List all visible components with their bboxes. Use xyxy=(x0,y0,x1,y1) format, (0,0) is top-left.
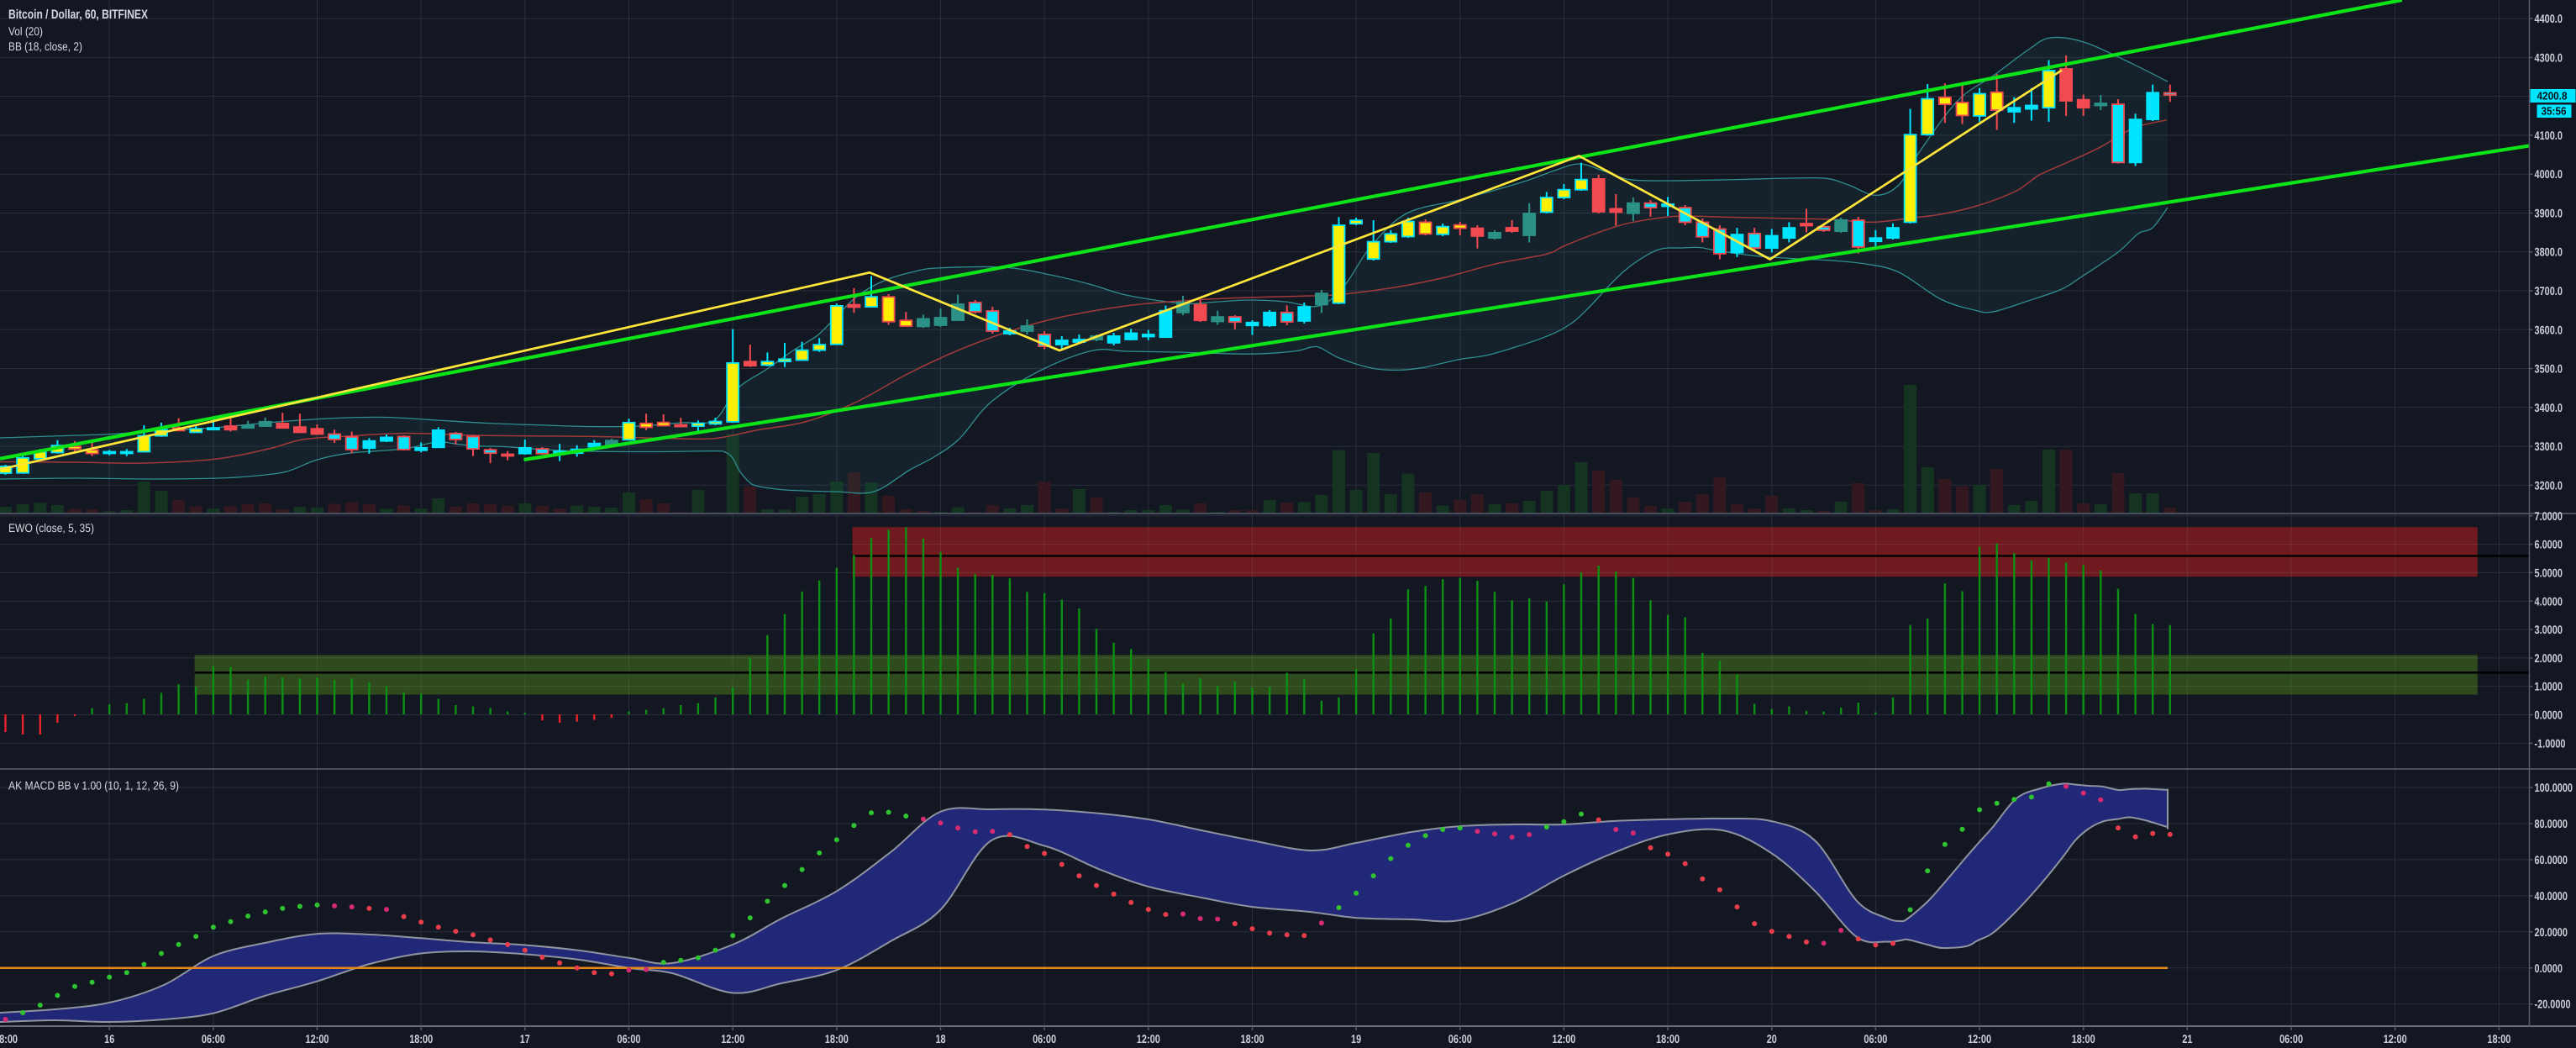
svg-text:4000.0: 4000.0 xyxy=(2535,167,2563,181)
svg-text:3800.0: 3800.0 xyxy=(2535,245,2563,259)
svg-text:06:00: 06:00 xyxy=(1864,1032,1887,1045)
svg-text:2.0000: 2.0000 xyxy=(2535,651,2563,665)
svg-text:17: 17 xyxy=(520,1032,530,1045)
svg-text:20.0000: 20.0000 xyxy=(2535,925,2568,939)
svg-text:12:00: 12:00 xyxy=(306,1032,329,1045)
svg-text:18:00: 18:00 xyxy=(409,1032,433,1045)
svg-text:-1.0000: -1.0000 xyxy=(2535,736,2566,750)
svg-text:100.0000: 100.0000 xyxy=(2535,781,2573,794)
svg-text:18:00: 18:00 xyxy=(0,1032,18,1045)
svg-text:06:00: 06:00 xyxy=(1033,1032,1056,1045)
svg-text:4200.8: 4200.8 xyxy=(2537,90,2568,103)
svg-text:0.0000: 0.0000 xyxy=(2535,708,2563,722)
svg-text:1.0000: 1.0000 xyxy=(2535,680,2563,693)
svg-text:AK MACD BB v 1.00 (10, 1, 12,: AK MACD BB v 1.00 (10, 1, 12, 26, 9) xyxy=(8,779,179,793)
svg-text:21: 21 xyxy=(2182,1032,2192,1045)
svg-text:6.0000: 6.0000 xyxy=(2535,538,2563,551)
svg-text:60.0000: 60.0000 xyxy=(2535,853,2568,866)
svg-text:12:00: 12:00 xyxy=(721,1032,744,1045)
svg-text:3500.0: 3500.0 xyxy=(2535,362,2563,376)
svg-text:5.0000: 5.0000 xyxy=(2535,566,2563,579)
svg-text:18:00: 18:00 xyxy=(2072,1032,2095,1045)
svg-text:4100.0: 4100.0 xyxy=(2535,129,2563,142)
svg-text:-20.0000: -20.0000 xyxy=(2535,998,2571,1011)
svg-text:80.0000: 80.0000 xyxy=(2535,817,2568,830)
svg-text:4.0000: 4.0000 xyxy=(2535,594,2563,608)
svg-text:3300.0: 3300.0 xyxy=(2535,440,2563,453)
svg-text:06:00: 06:00 xyxy=(618,1032,641,1045)
svg-text:35:56: 35:56 xyxy=(2542,105,2567,118)
svg-text:12:00: 12:00 xyxy=(1552,1032,1575,1045)
svg-text:18:00: 18:00 xyxy=(1656,1032,1680,1045)
svg-text:3700.0: 3700.0 xyxy=(2535,284,2563,298)
svg-text:12:00: 12:00 xyxy=(1137,1032,1160,1045)
svg-text:18:00: 18:00 xyxy=(1241,1032,1264,1045)
svg-text:06:00: 06:00 xyxy=(2279,1032,2303,1045)
svg-text:12:00: 12:00 xyxy=(2384,1032,2407,1045)
svg-text:BB (18, close, 2): BB (18, close, 2) xyxy=(8,39,82,53)
svg-text:3200.0: 3200.0 xyxy=(2535,478,2563,492)
svg-text:3600.0: 3600.0 xyxy=(2535,323,2563,336)
svg-text:06:00: 06:00 xyxy=(1448,1032,1472,1045)
svg-text:3900.0: 3900.0 xyxy=(2535,207,2563,220)
svg-text:Bitcoin / Dollar, 60, BITFINEX: Bitcoin / Dollar, 60, BITFINEX xyxy=(8,8,149,22)
svg-text:EWO (close, 5, 35): EWO (close, 5, 35) xyxy=(8,521,94,535)
svg-text:16: 16 xyxy=(104,1032,114,1045)
svg-text:12:00: 12:00 xyxy=(1968,1032,1991,1045)
svg-text:4300.0: 4300.0 xyxy=(2535,50,2563,64)
svg-text:20: 20 xyxy=(1767,1032,1777,1045)
svg-text:4400.0: 4400.0 xyxy=(2535,12,2563,25)
svg-text:06:00: 06:00 xyxy=(202,1032,225,1045)
svg-text:18:00: 18:00 xyxy=(825,1032,849,1045)
svg-text:18: 18 xyxy=(935,1032,945,1045)
svg-text:40.0000: 40.0000 xyxy=(2535,889,2568,903)
svg-text:18:00: 18:00 xyxy=(2487,1032,2510,1045)
svg-text:3.0000: 3.0000 xyxy=(2535,623,2563,636)
svg-text:7.0000: 7.0000 xyxy=(2535,509,2563,523)
svg-text:3400.0: 3400.0 xyxy=(2535,401,2563,414)
svg-text:19: 19 xyxy=(1351,1032,1361,1045)
svg-text:Vol (20): Vol (20) xyxy=(8,24,43,38)
svg-text:0.0000: 0.0000 xyxy=(2535,961,2563,975)
